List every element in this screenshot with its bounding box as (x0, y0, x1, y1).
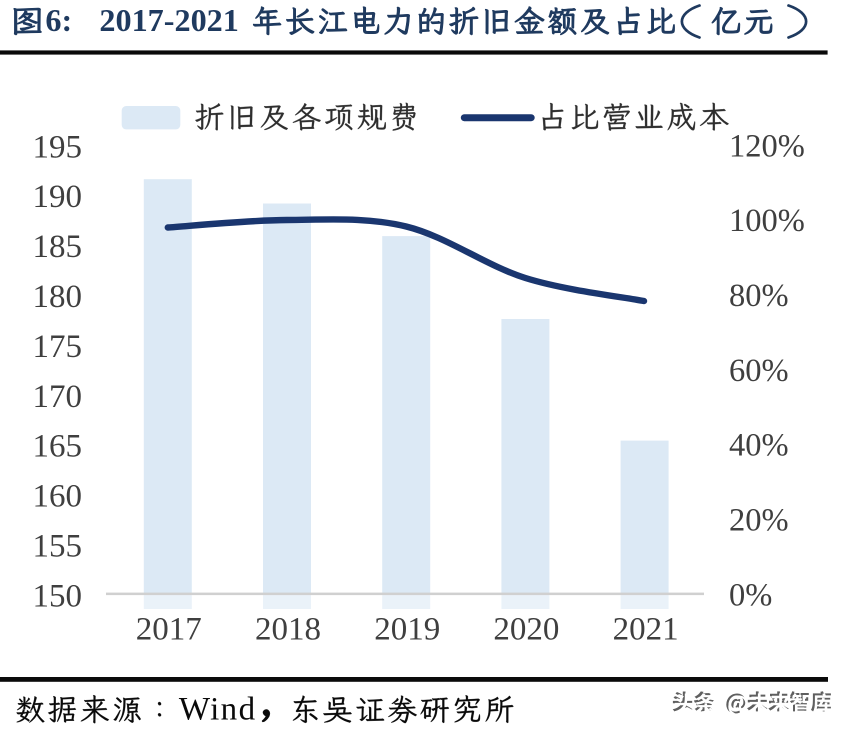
svg-text:0%: 0% (729, 577, 772, 613)
svg-text:2017-2021: 2017-2021 (99, 2, 238, 38)
svg-text:175: 175 (33, 329, 83, 365)
svg-text:190: 190 (33, 179, 83, 215)
svg-text:195: 195 (33, 129, 83, 165)
svg-text:60%: 60% (729, 353, 789, 389)
svg-text:Wind: Wind (179, 692, 257, 728)
svg-text:2019: 2019 (374, 612, 440, 648)
svg-text:80%: 80% (729, 278, 789, 314)
svg-text:2020: 2020 (493, 612, 559, 648)
svg-text:100%: 100% (729, 203, 805, 239)
svg-text:6:: 6: (45, 2, 72, 38)
svg-text:20%: 20% (729, 503, 789, 539)
svg-text:2018: 2018 (255, 612, 321, 648)
svg-text:155: 155 (33, 529, 83, 565)
svg-text:165: 165 (33, 429, 83, 465)
svg-text:120%: 120% (729, 128, 805, 164)
svg-text:40%: 40% (729, 428, 789, 464)
svg-text:150: 150 (33, 578, 83, 614)
svg-text:160: 160 (33, 479, 83, 515)
svg-text:170: 170 (33, 379, 83, 415)
svg-text:185: 185 (33, 229, 83, 265)
svg-text:2021: 2021 (613, 612, 679, 648)
svg-text:2017: 2017 (136, 612, 202, 648)
svg-text:180: 180 (33, 279, 83, 315)
